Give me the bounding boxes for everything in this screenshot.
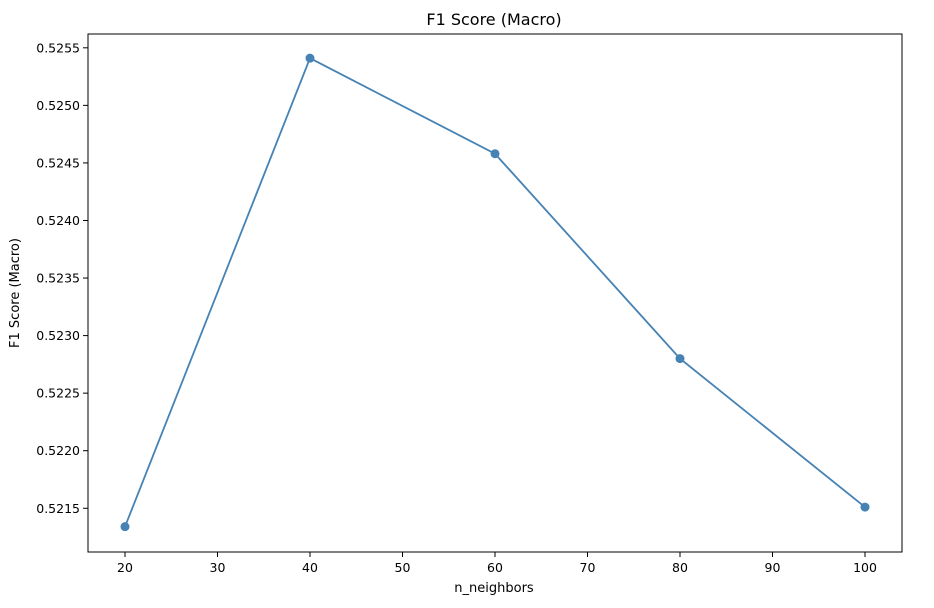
- y-tick-label: 0.5220: [36, 443, 80, 458]
- y-tick-label: 0.5255: [36, 40, 80, 55]
- x-tick-label: 90: [765, 560, 781, 575]
- y-tick-label: 0.5250: [36, 98, 80, 113]
- series-line: [124, 56, 866, 528]
- y-tick-label: 0.5230: [36, 328, 80, 343]
- x-tick-label: 20: [117, 560, 133, 575]
- x-tick-label: 30: [210, 560, 226, 575]
- y-tick-label: 0.5240: [36, 213, 80, 228]
- x-tick-label: 80: [672, 560, 688, 575]
- y-axis-label: F1 Score (Macro): [8, 238, 23, 348]
- y-tick-label: 0.5215: [36, 501, 80, 516]
- chart-title: F1 Score (Macro): [426, 10, 561, 29]
- x-tick-label: 70: [580, 560, 596, 575]
- y-axis: 0.5215 0.5220 0.5225 0.5230 0.5235 0.5240 0.52…: [36, 40, 88, 516]
- x-tick-label: 40: [302, 560, 318, 575]
- series-group: [120, 53, 870, 532]
- data-point: [860, 502, 870, 512]
- y-tick-label: 0.5225: [36, 386, 80, 401]
- y-tick-label: 0.5235: [36, 271, 80, 286]
- x-tick-label: 100: [853, 560, 877, 575]
- data-point: [675, 354, 685, 364]
- x-tick-label: 60: [487, 560, 503, 575]
- plot-area: 20 30 40 50 60 70 80 90 100 0.52150.52200.52250.…: [36, 33, 903, 575]
- data-point: [305, 53, 315, 63]
- data-point: [120, 522, 130, 532]
- x-tick-label: 50: [395, 560, 411, 575]
- y-tick-label: 0.5245: [36, 155, 80, 170]
- data-point: [490, 149, 500, 159]
- plot-frame: [87, 33, 903, 553]
- x-axis: 20 30 40 50 60 70 80 90 100: [117, 552, 877, 575]
- x-axis-label: n_neighbors: [454, 581, 534, 596]
